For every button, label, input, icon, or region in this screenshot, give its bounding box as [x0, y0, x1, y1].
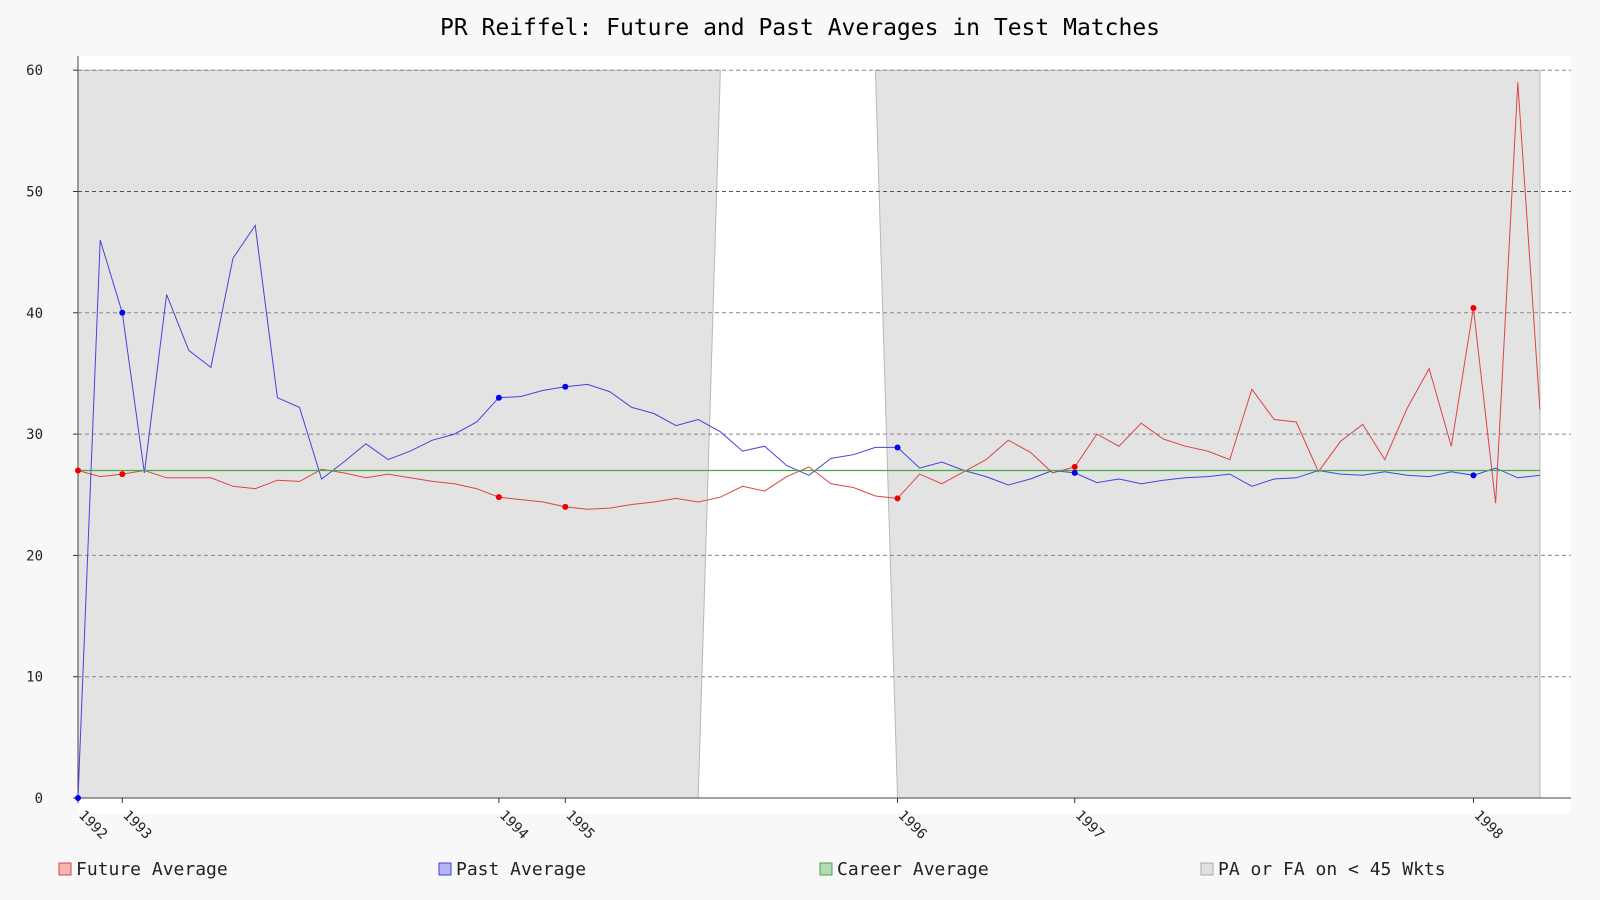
legend-swatch-future-average [58, 862, 72, 876]
marker-future-2 [119, 471, 126, 478]
y-tick-label-20: 20 [26, 548, 43, 564]
marker-past-63 [1470, 472, 1477, 479]
series-line-future [77, 82, 1541, 510]
legend-swatch-pa-or-fa-on-45-wkts [1200, 862, 1214, 876]
marker-future-22 [562, 503, 569, 510]
marker-past-22 [562, 383, 569, 390]
legend-label-future-average: Future Average [76, 859, 228, 880]
legend-label-career-average: Career Average [837, 859, 989, 880]
marker-past-2 [119, 309, 126, 316]
marker-past-19 [495, 394, 502, 401]
marker-future-63 [1470, 304, 1477, 311]
y-tick-label-10: 10 [26, 670, 43, 686]
marker-past-37 [894, 444, 901, 451]
shaded-region-1 [77, 69, 721, 799]
legend-swatch-career-average [819, 862, 833, 876]
marker-future-0 [75, 467, 81, 474]
y-tick-label-0: 0 [35, 791, 43, 807]
legend-label-past-average: Past Average [456, 859, 586, 880]
marker-past-45 [1071, 469, 1078, 476]
marker-future-19 [495, 494, 502, 501]
y-tick-label-60: 60 [26, 63, 43, 79]
y-tick-label-50: 50 [26, 185, 43, 201]
marker-past-0 [75, 795, 81, 801]
y-tick-label-40: 40 [26, 306, 43, 322]
chart-title: PR Reiffel: Future and Past Averages in … [440, 15, 1160, 41]
series-line-past [77, 224, 1540, 799]
marker-future-45 [1071, 463, 1078, 470]
marker-future-37 [894, 495, 901, 502]
y-tick-label-30: 30 [26, 427, 43, 443]
legend-label-pa-or-fa-on-45-wkts: PA or FA on < 45 Wkts [1218, 859, 1446, 880]
legend-swatch-past-average [438, 862, 452, 876]
